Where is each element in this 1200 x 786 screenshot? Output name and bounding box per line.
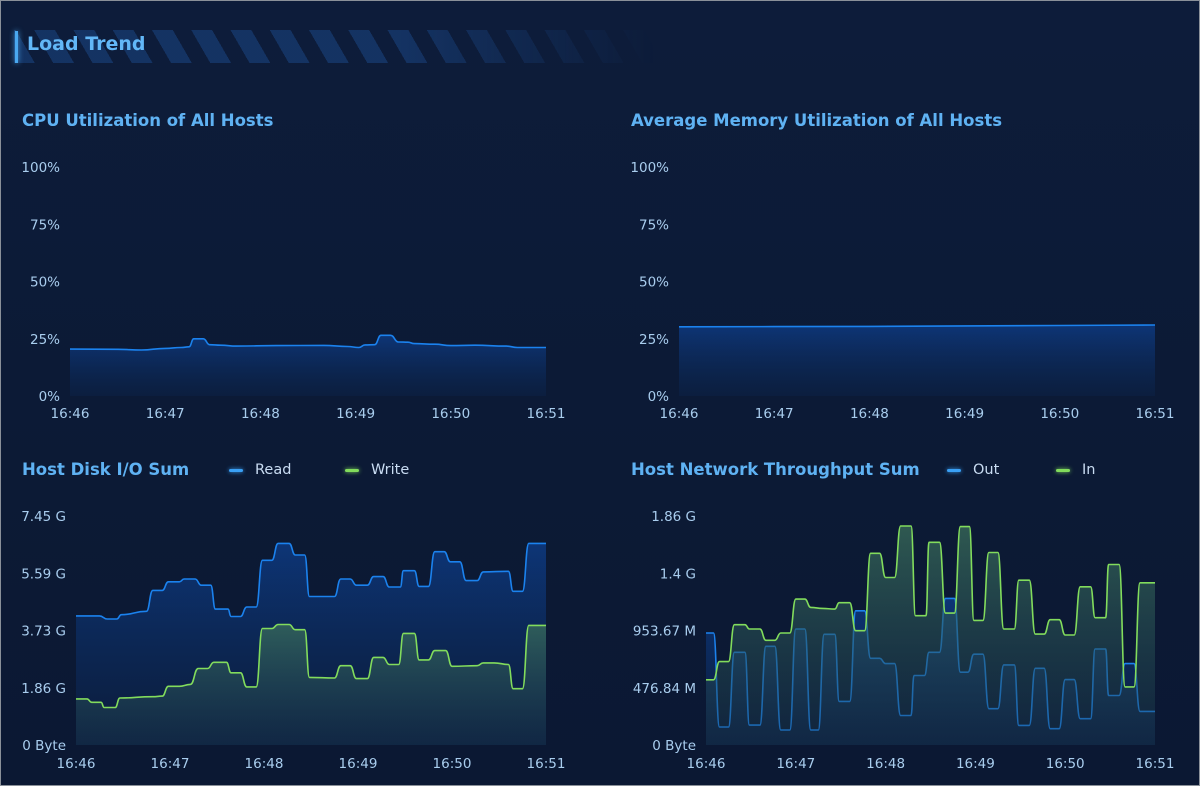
x-tick-label: 16:46 bbox=[51, 406, 90, 422]
y-tick-label: 25% bbox=[30, 332, 60, 348]
section-title: Load Trend bbox=[27, 33, 146, 55]
x-tick-label: 16:47 bbox=[146, 406, 185, 422]
y-tick-label: 0% bbox=[648, 389, 670, 405]
y-tick-label: 3.73 G bbox=[21, 624, 66, 640]
x-tick-label: 16:49 bbox=[336, 406, 375, 422]
net-in-line bbox=[705, 525, 1155, 688]
disk-read-line bbox=[75, 542, 546, 620]
cpu-chart-title: CPU Utilization of All Hosts bbox=[22, 111, 274, 130]
read-legend-icon bbox=[229, 468, 243, 472]
y-tick-label: 50% bbox=[30, 275, 60, 291]
y-tick-label: 25% bbox=[639, 332, 669, 348]
x-tick-label: 16:51 bbox=[1136, 406, 1175, 422]
section-header-stripes bbox=[14, 30, 654, 63]
y-tick-label: 7.45 G bbox=[21, 509, 66, 525]
disk-chart-title: Host Disk I/O Sum bbox=[22, 460, 190, 479]
x-tick-label: 16:50 bbox=[1040, 406, 1079, 422]
x-tick-label: 16:51 bbox=[527, 406, 566, 422]
x-tick-label: 16:48 bbox=[850, 406, 889, 422]
y-tick-label: 1.86 G bbox=[21, 681, 66, 697]
y-tick-label: 75% bbox=[30, 217, 60, 233]
x-tick-label: 16:48 bbox=[245, 756, 284, 772]
y-tick-label: 0% bbox=[39, 389, 61, 405]
mem-series-line bbox=[678, 324, 1156, 328]
network-chart-title: Host Network Throughput Sum bbox=[631, 460, 920, 479]
x-tick-label: 16:47 bbox=[776, 756, 815, 772]
x-tick-label: 16:49 bbox=[339, 756, 378, 772]
x-tick-label: 16:50 bbox=[433, 756, 472, 772]
x-tick-label: 16:51 bbox=[527, 756, 566, 772]
y-tick-label: 1.86 G bbox=[651, 509, 696, 525]
cpu-series-area bbox=[70, 335, 546, 396]
y-tick-label: 1.4 G bbox=[660, 566, 696, 582]
mem-series-area bbox=[679, 325, 1155, 396]
write-legend-icon bbox=[345, 468, 359, 472]
legend-item-read[interactable]: Read bbox=[229, 462, 291, 478]
x-tick-label: 16:47 bbox=[755, 406, 794, 422]
legend-label: Read bbox=[255, 462, 292, 478]
y-tick-label: 50% bbox=[639, 275, 669, 291]
x-tick-label: 16:46 bbox=[660, 406, 699, 422]
legend-item-in[interactable]: In bbox=[1056, 462, 1095, 478]
x-tick-label: 16:48 bbox=[241, 406, 280, 422]
x-tick-label: 16:49 bbox=[945, 406, 984, 422]
x-tick-label: 16:50 bbox=[1046, 756, 1085, 772]
legend-item-write[interactable]: Write bbox=[345, 462, 409, 478]
x-tick-label: 16:50 bbox=[431, 406, 470, 422]
x-tick-label: 16:46 bbox=[687, 756, 726, 772]
legend-label: Out bbox=[973, 462, 1000, 478]
in-legend-icon bbox=[1056, 468, 1070, 472]
y-tick-label: 100% bbox=[630, 160, 669, 176]
y-tick-label: 476.84 M bbox=[633, 681, 696, 697]
y-tick-label: 953.67 M bbox=[633, 624, 696, 640]
x-tick-label: 16:47 bbox=[151, 756, 190, 772]
y-tick-label: 75% bbox=[639, 217, 669, 233]
x-tick-label: 16:46 bbox=[57, 756, 96, 772]
y-tick-label: 0 Byte bbox=[652, 738, 696, 754]
x-tick-label: 16:49 bbox=[956, 756, 995, 772]
y-tick-label: 5.59 G bbox=[21, 566, 66, 582]
disk-write-area bbox=[76, 624, 546, 745]
out-legend-icon bbox=[947, 468, 961, 472]
x-tick-label: 16:51 bbox=[1136, 756, 1175, 772]
legend-item-out[interactable]: Out bbox=[947, 462, 999, 478]
cpu-series-line bbox=[69, 334, 546, 351]
legend-label: In bbox=[1082, 462, 1096, 478]
disk-write-line bbox=[75, 623, 546, 709]
y-tick-label: 100% bbox=[21, 160, 60, 176]
y-tick-label: 0 Byte bbox=[22, 738, 66, 754]
x-tick-label: 16:48 bbox=[866, 756, 905, 772]
legend-label: Write bbox=[371, 462, 410, 478]
net-in-area bbox=[706, 526, 1155, 745]
memory-chart-title: Average Memory Utilization of All Hosts bbox=[631, 111, 1003, 130]
section-header-accent bbox=[15, 31, 18, 63]
